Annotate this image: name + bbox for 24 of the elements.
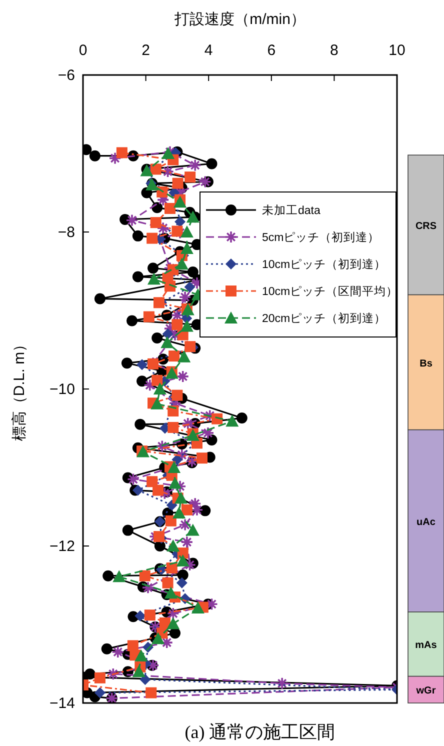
text: (a) 通常の施工区間 bbox=[184, 722, 336, 742]
x-tick-label: 0 bbox=[78, 42, 88, 59]
x-tick-label: 10 bbox=[388, 42, 406, 59]
series-label: uAc bbox=[416, 516, 436, 528]
legend-label: 未加工data bbox=[262, 204, 321, 217]
y-tick-label: −10 bbox=[50, 381, 75, 398]
y-tick-label: −12 bbox=[50, 538, 75, 555]
y-tick-label: −14 bbox=[50, 695, 75, 712]
legend-label: 10cmピッチ（初到達） bbox=[262, 257, 386, 271]
legend-label: 10cmピッチ（区間平均） bbox=[262, 285, 398, 298]
y-axis-title: 標高（D.L. m） bbox=[11, 336, 28, 442]
legend-label: 5cmピッチ（初到達） bbox=[262, 230, 380, 244]
series-label: Bs bbox=[420, 358, 433, 370]
x-tick-label: 2 bbox=[142, 42, 150, 59]
x-tick-label: 4 bbox=[204, 42, 213, 59]
series-label: CRS bbox=[415, 220, 437, 232]
x-tick-label: 8 bbox=[330, 42, 338, 59]
series-label: wGr bbox=[415, 686, 436, 697]
x-tick-label: 6 bbox=[267, 42, 276, 59]
x-axis-title: 打設速度（m/min） bbox=[174, 11, 306, 28]
legend-label: 20cmピッチ（初到達） bbox=[262, 311, 386, 325]
y-tick-label: −8 bbox=[58, 224, 75, 241]
y-tick-label: −6 bbox=[58, 67, 75, 84]
series-label: mAs bbox=[415, 640, 438, 652]
